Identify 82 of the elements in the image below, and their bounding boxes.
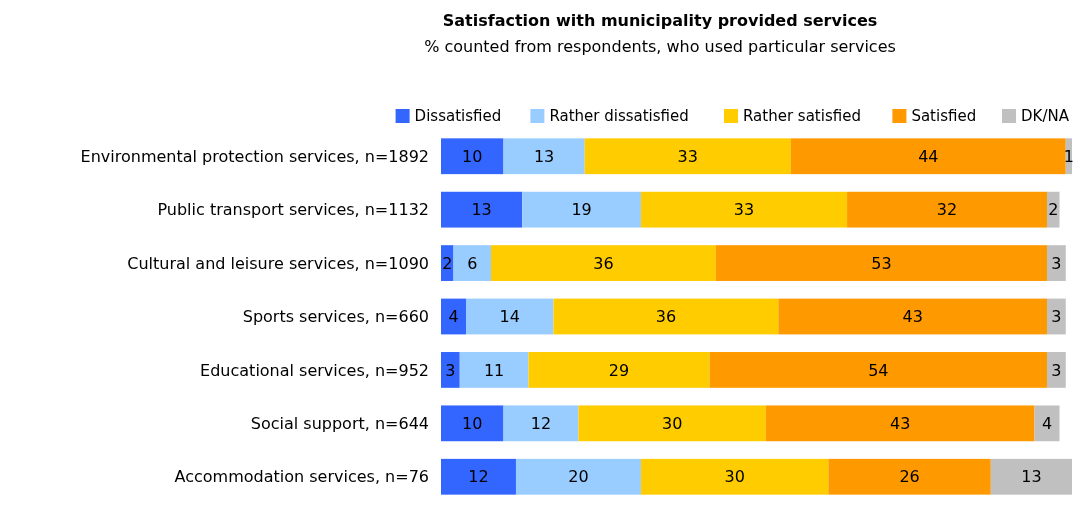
- data-label: 1: [1063, 146, 1074, 166]
- data-label: 43: [902, 307, 923, 327]
- chart-subtitle: % counted from respondents, who used particular services: [424, 37, 896, 56]
- data-label: 30: [661, 413, 683, 433]
- data-label: 26: [899, 467, 920, 487]
- bar: [490, 245, 716, 281]
- data-label: 10: [462, 413, 483, 433]
- bar: [441, 458, 516, 495]
- y-tick-label: Educational services, n=952: [200, 360, 429, 380]
- y-tick-label: Social support, n=644: [250, 413, 429, 433]
- data-label: 4: [1041, 413, 1053, 433]
- data-label: 53: [871, 253, 892, 273]
- bar: [1047, 352, 1066, 388]
- bar: [453, 245, 491, 281]
- y-tick-label: Sports services, n=660: [242, 307, 429, 327]
- bar: [828, 458, 991, 495]
- bar: [640, 191, 848, 228]
- bar: [553, 298, 779, 335]
- bar: [1034, 405, 1060, 442]
- bar: [441, 138, 504, 175]
- data-label: 12: [468, 467, 489, 487]
- data-label: 44: [918, 146, 939, 166]
- data-label: 33: [733, 200, 755, 220]
- data-label: 3: [445, 360, 456, 380]
- bar: [1047, 298, 1066, 335]
- bar: [1047, 245, 1066, 281]
- data-label: 43: [890, 413, 911, 433]
- y-tick-label: Environmental protection services, n=1892: [80, 146, 429, 166]
- bar: [847, 191, 1048, 228]
- legend-label: Satisfied: [911, 107, 977, 126]
- data-label: 13: [471, 200, 492, 220]
- bar: [503, 138, 585, 175]
- data-label: 19: [571, 200, 592, 220]
- data-label: 3: [1051, 253, 1062, 273]
- bar: [715, 245, 1048, 281]
- bar: [522, 191, 641, 228]
- data-label: 54: [868, 360, 889, 380]
- bar: [709, 352, 1048, 388]
- data-label: 12: [530, 413, 552, 433]
- data-label: 13: [533, 146, 555, 166]
- data-label: 2: [1048, 200, 1059, 220]
- legend-label: Rather satisfied: [743, 107, 861, 126]
- data-label: 30: [724, 467, 745, 487]
- data-label: 10: [462, 146, 483, 166]
- data-label: 3: [1051, 360, 1062, 380]
- bar: [528, 352, 710, 388]
- data-label: 32: [936, 200, 958, 220]
- bar: [515, 458, 641, 495]
- data-label: 29: [608, 360, 630, 380]
- bar: [465, 298, 554, 335]
- data-label: 36: [655, 307, 677, 327]
- bar: [778, 298, 1048, 335]
- data-label: 13: [1021, 467, 1042, 487]
- bar: [441, 191, 523, 228]
- data-label: 2: [442, 253, 453, 273]
- y-tick-label: Accommodation services, n=76: [174, 467, 429, 487]
- y-tick-label: Public transport services, n=1132: [157, 200, 429, 220]
- bar: [790, 138, 1066, 175]
- bar: [441, 352, 460, 388]
- data-label: 3: [1051, 307, 1062, 327]
- bar: [640, 458, 829, 495]
- bar: [503, 405, 579, 442]
- bar: [584, 138, 791, 175]
- legend-label: Dissatisfied: [414, 107, 502, 126]
- data-label: 20: [568, 467, 589, 487]
- data-label: 33: [677, 146, 698, 166]
- legend-label: DK/NA: [1021, 107, 1070, 126]
- bar: [459, 352, 529, 388]
- data-label: 6: [467, 253, 478, 273]
- data-label: 11: [483, 360, 505, 380]
- y-tick-label: Cultural and leisure services, n=1090: [127, 253, 429, 273]
- bar: [441, 405, 504, 442]
- bar: [990, 458, 1072, 495]
- data-label: 4: [448, 307, 459, 327]
- data-label: 14: [499, 307, 520, 327]
- chart-title: Satisfaction with municipality provided services: [442, 11, 878, 30]
- bar: [578, 405, 766, 442]
- bar: [441, 298, 466, 335]
- bar: [1047, 191, 1060, 228]
- data-label: 36: [593, 253, 614, 273]
- bar: [765, 405, 1035, 442]
- legend-label: Rather dissatisfied: [549, 107, 689, 126]
